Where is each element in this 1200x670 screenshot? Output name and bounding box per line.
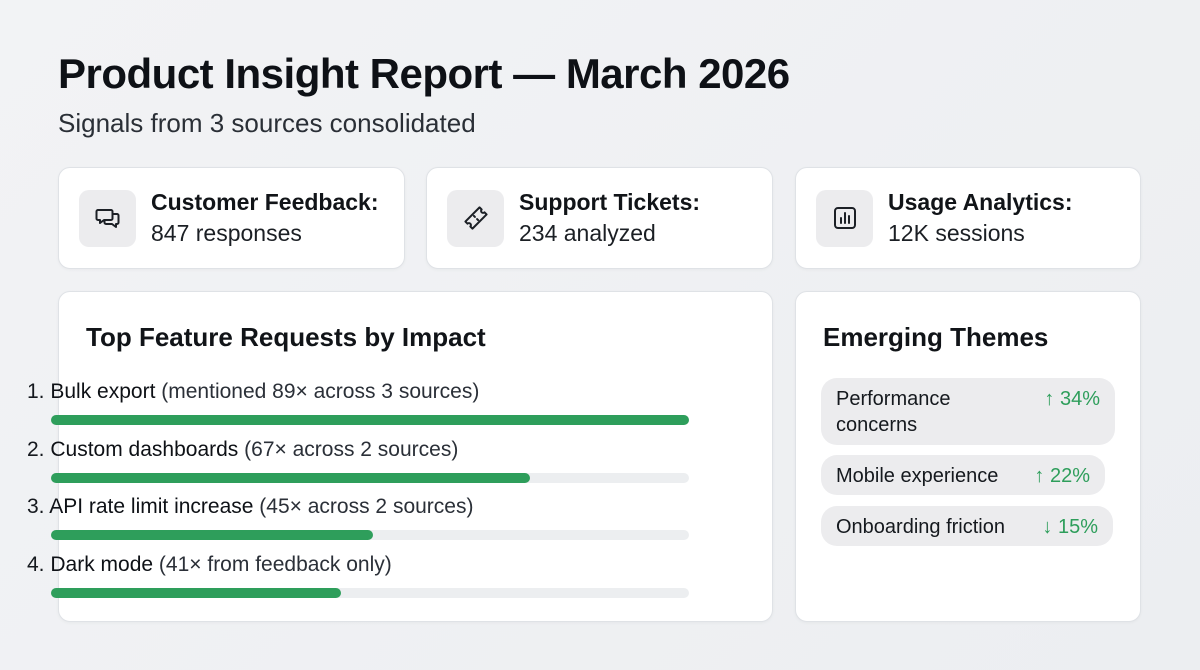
- emerging-themes-card: Emerging Themes Performance concerns ↑ 3…: [795, 291, 1141, 622]
- source-value: 847 responses: [151, 220, 302, 246]
- source-card-usage-analytics: Usage Analytics: 12K sessions: [795, 167, 1141, 269]
- impact-bar-fill: [51, 473, 530, 483]
- request-name: Dark mode: [50, 553, 154, 576]
- theme-name: Mobile experience: [836, 465, 999, 487]
- emerging-themes-title: Emerging Themes: [823, 322, 1049, 352]
- theme-pill-mobile: Mobile experience ↑ 22%: [821, 455, 1105, 495]
- theme-name: Performance concerns: [836, 388, 951, 436]
- source-label: Usage Analytics:: [888, 189, 1073, 215]
- request-rank: 1.: [27, 380, 45, 403]
- impact-bar-fill: [51, 415, 689, 425]
- request-name: Bulk export: [50, 380, 156, 403]
- feature-request-item: 1. Bulk export (mentioned 89× across 3 s…: [27, 380, 689, 425]
- theme-change: ↑ 34%: [1044, 388, 1100, 410]
- page-title: Product Insight Report — March 2026: [58, 50, 790, 97]
- request-detail: (41× from feedback only): [158, 553, 392, 576]
- theme-change: ↑ 22%: [1034, 465, 1090, 487]
- request-detail: (67× across 2 sources): [244, 438, 459, 461]
- feature-requests-card: Top Feature Requests by Impact: [58, 291, 773, 622]
- impact-bar-fill: [51, 588, 342, 598]
- request-name: API rate limit increase: [49, 495, 254, 518]
- theme-name: Onboarding friction: [836, 516, 1005, 538]
- request-name: Custom dashboards: [50, 438, 239, 461]
- theme-pill-onboarding: Onboarding friction ↓ 15%: [821, 506, 1113, 546]
- feature-request-item: 4. Dark mode (41× from feedback only): [27, 553, 689, 598]
- theme-change: ↓ 15%: [1042, 516, 1098, 538]
- request-rank: 4.: [27, 553, 45, 576]
- source-card-support-tickets: Support Tickets: 234 analyzed: [426, 167, 773, 269]
- theme-pill-performance: Performance concerns ↑ 34%: [821, 378, 1115, 445]
- bar-chart-icon: [816, 189, 873, 247]
- impact-bar-track: [51, 588, 689, 598]
- source-card-customer-feedback: Customer Feedback: 847 responses: [58, 167, 405, 269]
- source-value: 12K sessions: [888, 220, 1025, 246]
- ticket-icon: [447, 189, 504, 247]
- impact-bar-track: [51, 415, 689, 425]
- feature-request-item: 3. API rate limit increase (45× across 2…: [27, 495, 689, 540]
- impact-bar-fill: [51, 530, 374, 540]
- feature-requests-title: Top Feature Requests by Impact: [86, 322, 486, 352]
- feature-request-item: 2. Custom dashboards (67× across 2 sourc…: [27, 438, 689, 483]
- request-rank: 2.: [27, 438, 45, 461]
- source-label: Support Tickets:: [519, 189, 701, 215]
- chat-bubbles-icon: [79, 189, 136, 247]
- impact-bar-track: [51, 530, 689, 540]
- source-value: 234 analyzed: [519, 220, 656, 246]
- impact-bar-track: [51, 473, 689, 483]
- request-detail: (45× across 2 sources): [259, 495, 474, 518]
- request-rank: 3.: [27, 495, 45, 518]
- request-detail: (mentioned 89× across 3 sources): [161, 380, 480, 403]
- page-subtitle: Signals from 3 sources consolidated: [58, 108, 476, 138]
- source-label: Customer Feedback:: [151, 189, 379, 215]
